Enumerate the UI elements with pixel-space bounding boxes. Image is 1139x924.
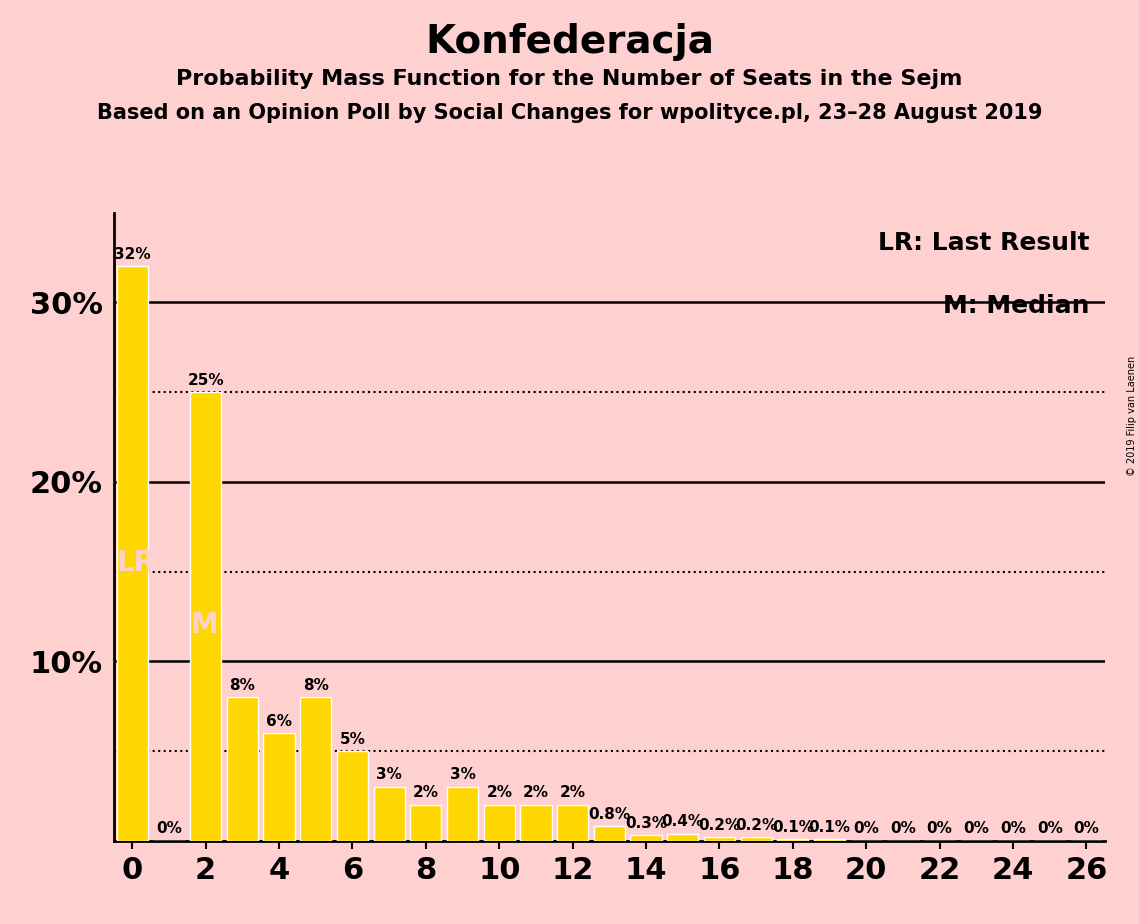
Text: 0.2%: 0.2% xyxy=(735,818,777,833)
Bar xyxy=(337,751,368,841)
Text: LR: Last Result: LR: Last Result xyxy=(878,231,1090,255)
Bar xyxy=(814,839,845,841)
Bar xyxy=(410,805,442,841)
Text: Based on an Opinion Poll by Social Changes for wpolityce.pl, 23–28 August 2019: Based on an Opinion Poll by Social Chang… xyxy=(97,103,1042,124)
Bar xyxy=(667,833,698,841)
Text: 2%: 2% xyxy=(412,785,439,800)
Text: 0.1%: 0.1% xyxy=(772,820,814,834)
Text: 8%: 8% xyxy=(303,677,329,693)
Text: 5%: 5% xyxy=(339,732,366,747)
Text: M: Median: M: Median xyxy=(943,294,1090,318)
Bar xyxy=(227,698,257,841)
Bar xyxy=(484,805,515,841)
Text: © 2019 Filip van Laenen: © 2019 Filip van Laenen xyxy=(1126,356,1137,476)
Bar xyxy=(593,826,625,841)
Text: 0%: 0% xyxy=(1000,821,1026,836)
Text: 0%: 0% xyxy=(927,821,952,836)
Text: 0%: 0% xyxy=(890,821,916,836)
Text: LR: LR xyxy=(117,549,156,577)
Text: 0%: 0% xyxy=(1074,821,1099,836)
Text: 0.1%: 0.1% xyxy=(809,820,851,834)
Text: 0%: 0% xyxy=(1036,821,1063,836)
Text: Probability Mass Function for the Number of Seats in the Sejm: Probability Mass Function for the Number… xyxy=(177,69,962,90)
Text: 0.2%: 0.2% xyxy=(698,818,740,833)
Text: 3%: 3% xyxy=(376,768,402,783)
Text: 2%: 2% xyxy=(523,785,549,800)
Text: 8%: 8% xyxy=(229,677,255,693)
Bar xyxy=(777,839,809,841)
Text: 0%: 0% xyxy=(853,821,879,836)
Bar xyxy=(263,733,295,841)
Bar xyxy=(446,787,478,841)
Text: 2%: 2% xyxy=(559,785,585,800)
Bar xyxy=(557,805,588,841)
Text: 0%: 0% xyxy=(964,821,990,836)
Bar xyxy=(740,837,772,841)
Text: Konfederacja: Konfederacja xyxy=(425,23,714,61)
Text: M: M xyxy=(190,612,218,639)
Bar xyxy=(190,392,221,841)
Bar xyxy=(301,698,331,841)
Bar xyxy=(631,835,662,841)
Text: 6%: 6% xyxy=(267,713,292,729)
Bar xyxy=(374,787,404,841)
Text: 0.3%: 0.3% xyxy=(625,816,667,831)
Text: 3%: 3% xyxy=(450,768,475,783)
Text: 0.8%: 0.8% xyxy=(589,807,630,822)
Text: 32%: 32% xyxy=(114,247,150,261)
Text: 0%: 0% xyxy=(156,821,182,836)
Text: 0.4%: 0.4% xyxy=(662,814,704,829)
Bar xyxy=(704,837,735,841)
Text: 25%: 25% xyxy=(187,372,224,387)
Bar xyxy=(521,805,551,841)
Bar xyxy=(116,266,148,841)
Text: 2%: 2% xyxy=(486,785,513,800)
